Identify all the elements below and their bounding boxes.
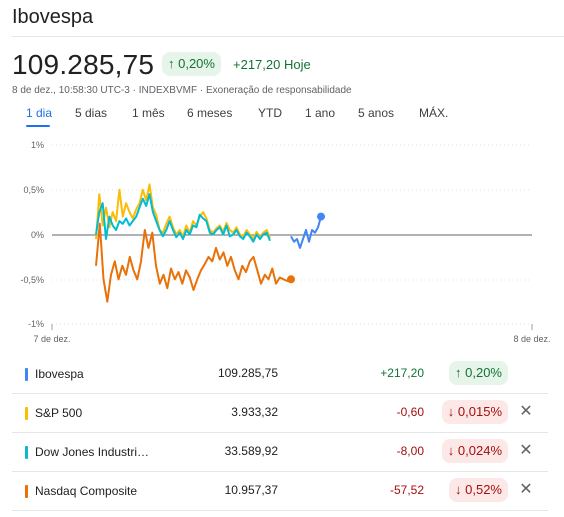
tab-1-day[interactable]: 1 dia xyxy=(26,106,53,120)
row-value: 10.957,37 xyxy=(224,483,278,497)
ibovespa-endpoint-marker xyxy=(317,212,325,221)
series-line-sp500 xyxy=(95,183,271,240)
row-pct-badge: ↓ 0,015% xyxy=(441,400,508,424)
y-tick-neg-0-5pct: -0,5% xyxy=(20,275,44,285)
x-tick-end: 8 de dez. xyxy=(513,334,550,344)
row-value: 109.285,75 xyxy=(217,366,278,380)
row-pct-badge: ↑ 0,20% xyxy=(449,361,508,385)
y-tick-1pct: 1% xyxy=(31,140,44,150)
series-line-nasdaq xyxy=(95,222,292,303)
row-change: -57,52 xyxy=(389,483,424,497)
row-name: Nasdaq Composite xyxy=(35,484,138,498)
tab-max[interactable]: MÁX. xyxy=(419,106,449,120)
row-change: +217,20 xyxy=(380,366,424,380)
abs-change-today: +217,20 Hoje xyxy=(233,57,311,72)
current-price: 109.285,75 xyxy=(12,49,155,80)
close-icon[interactable]: ✕ xyxy=(519,403,533,420)
close-icon[interactable]: ✕ xyxy=(519,481,533,498)
series-color-bar xyxy=(25,368,28,381)
tab-6-months[interactable]: 6 meses xyxy=(187,106,233,120)
series-color-bar xyxy=(25,446,28,459)
tab-1-year[interactable]: 1 ano xyxy=(305,106,336,120)
tab-1-month[interactable]: 1 mês xyxy=(132,106,165,120)
series-color-bar xyxy=(25,485,28,498)
tab-ytd[interactable]: YTD xyxy=(258,106,282,120)
x-tick-start: 7 de dez. xyxy=(33,334,70,344)
comparison-row-sp500[interactable]: S&P 500 3.933,32 -0,60 ↓ 0,015% ✕ xyxy=(12,394,548,433)
nasdaq-endpoint-marker xyxy=(287,275,295,284)
close-icon[interactable]: ✕ xyxy=(519,442,533,459)
comparison-row-ibovespa[interactable]: Ibovespa 109.285,75 +217,20 ↑ 0,20% xyxy=(12,355,548,394)
active-tab-indicator xyxy=(26,125,50,127)
series-line-dow-jones xyxy=(95,193,271,243)
series-color-bar xyxy=(25,407,28,420)
row-name: S&P 500 xyxy=(35,406,83,420)
row-pct-badge: ↓ 0,52% xyxy=(449,478,508,502)
row-value: 33.589,92 xyxy=(224,444,278,458)
pct-change-badge: ↑ 0,20% xyxy=(162,52,221,76)
tab-5-years[interactable]: 5 anos xyxy=(358,106,395,120)
comparison-row-dow-jones[interactable]: Dow Jones Industri… 33.589,92 -8,00 ↓ 0,… xyxy=(12,433,548,472)
row-pct-badge: ↓ 0,024% xyxy=(441,439,508,463)
index-title: Ibovespa xyxy=(12,6,94,28)
row-value: 3.933,32 xyxy=(231,405,278,419)
row-name: Ibovespa xyxy=(35,367,84,381)
tab-5-days[interactable]: 5 dias xyxy=(75,106,108,120)
series-line-ibovespa xyxy=(290,216,322,249)
price-chart[interactable]: 1% 0,5% 0% -0,5% -1% 7 de dez. 8 de dez. xyxy=(0,132,564,348)
y-tick-0-5pct: 0,5% xyxy=(23,185,44,195)
row-name: Dow Jones Industri… xyxy=(35,445,150,459)
row-change: -8,00 xyxy=(396,444,424,458)
header-divider xyxy=(12,36,564,37)
comparison-row-nasdaq[interactable]: Nasdaq Composite 10.957,37 -57,52 ↓ 0,52… xyxy=(12,472,548,511)
row-change: -0,60 xyxy=(396,405,424,419)
y-tick-0pct: 0% xyxy=(31,230,44,240)
y-tick-neg-1pct: -1% xyxy=(28,319,44,329)
quote-meta: 8 de dez., 10:58:30 UTC-3 · INDEXBVMF · … xyxy=(12,85,352,96)
